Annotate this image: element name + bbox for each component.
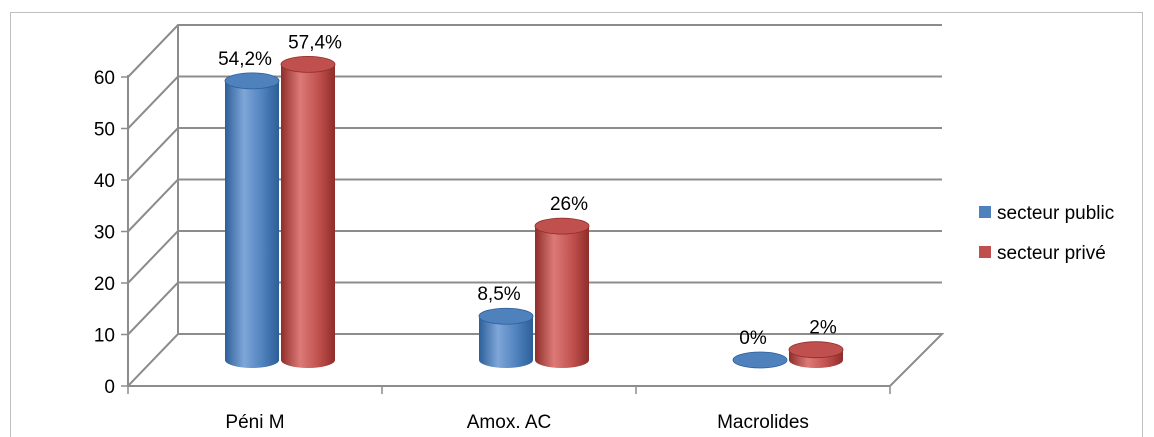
data-label: 8,5% xyxy=(477,284,520,305)
bar xyxy=(478,307,534,368)
bar-body xyxy=(535,226,589,368)
bar xyxy=(534,217,590,368)
gridlines xyxy=(127,24,942,336)
data-labels: 54,2% 8,5% 0% 57,4% 26% 2% xyxy=(218,32,837,349)
x-tick-label: Amox. AC xyxy=(467,412,551,433)
y-tick-label: 20 xyxy=(94,274,115,295)
gridline xyxy=(127,127,942,181)
legend-swatch xyxy=(979,206,991,218)
bars xyxy=(224,55,844,369)
bar-body xyxy=(479,316,533,368)
y-tick-label: 10 xyxy=(94,326,115,347)
gridline xyxy=(127,281,942,336)
bar-top xyxy=(534,217,590,235)
data-label: 54,2% xyxy=(218,49,272,70)
y-tick-label: 50 xyxy=(94,120,115,141)
bar xyxy=(280,55,336,368)
bar-top xyxy=(280,55,336,73)
bar-body xyxy=(225,80,279,369)
y-tick-label: 30 xyxy=(94,223,115,244)
gridline xyxy=(127,75,942,130)
data-label: 57,4% xyxy=(288,32,342,53)
bar-body xyxy=(281,64,335,368)
y-tick-label: 60 xyxy=(94,68,115,89)
y-tick-label: 40 xyxy=(94,171,115,192)
bar xyxy=(224,72,280,369)
data-label: 0% xyxy=(739,328,767,349)
x-tick-label: Péni M xyxy=(225,412,284,433)
x-axis-ticks: Péni M Amox. AC Macrolides xyxy=(127,386,891,433)
gridline xyxy=(127,24,942,78)
legend-swatch xyxy=(979,246,991,258)
legend-label: secteur public xyxy=(997,203,1114,224)
bar-top xyxy=(788,341,844,359)
data-label: 26% xyxy=(550,194,588,215)
y-axis-ticks: 0 10 20 30 40 50 60 xyxy=(94,68,128,398)
bar xyxy=(788,341,844,368)
y-tick-label: 0 xyxy=(104,377,115,398)
bar-top xyxy=(478,307,534,325)
bar-top xyxy=(224,72,280,90)
x-tick-label: Macrolides xyxy=(717,412,809,433)
chart-frame xyxy=(10,12,1143,437)
gridline xyxy=(127,230,942,284)
legend: secteur public secteur privé xyxy=(979,203,1114,264)
legend-label: secteur privé xyxy=(997,243,1106,264)
data-label: 2% xyxy=(809,318,837,339)
bar xyxy=(732,351,788,369)
gridline xyxy=(127,178,942,233)
bar-top xyxy=(732,351,788,369)
